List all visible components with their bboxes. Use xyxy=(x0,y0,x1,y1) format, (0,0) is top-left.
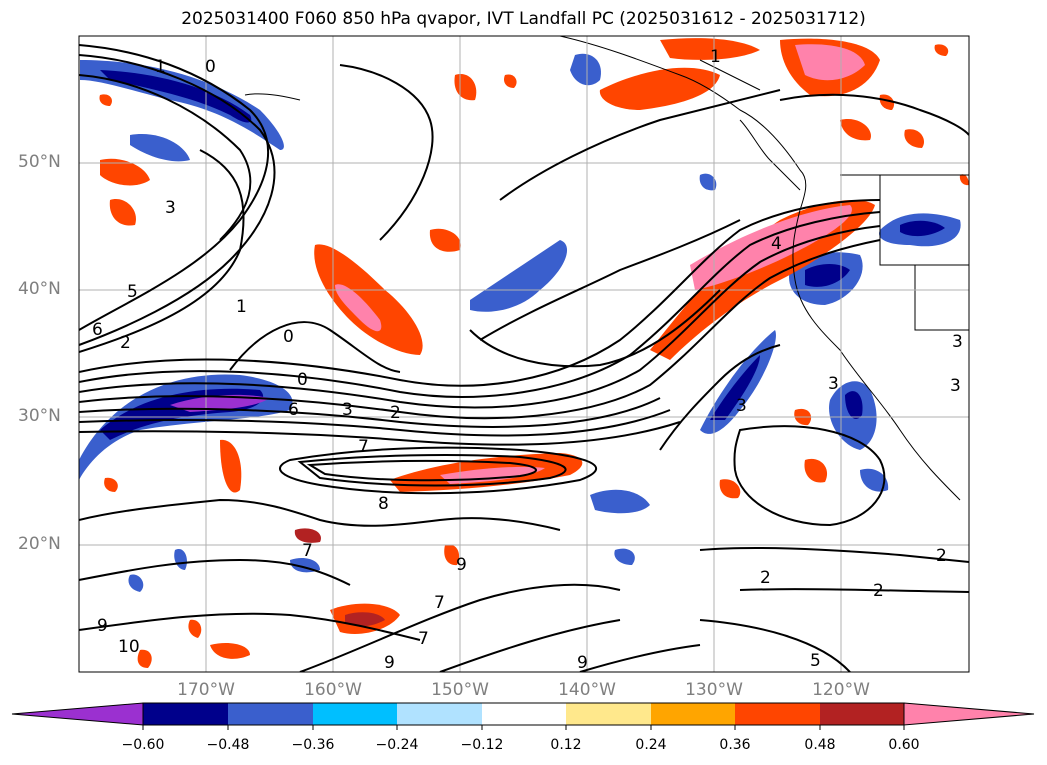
colorbar-extend-low xyxy=(11,702,144,726)
lat-label: 30°N xyxy=(18,406,61,426)
colorbar-swatch xyxy=(735,703,820,725)
contour-label: 6 xyxy=(92,320,103,340)
contour-label: 3 xyxy=(952,332,963,352)
contour-label: 1 xyxy=(710,47,721,67)
colorbar-swatch xyxy=(820,703,904,725)
contour-label: 5 xyxy=(127,282,138,302)
colorbar-tick-label: −0.60 xyxy=(121,737,165,753)
lon-label: 160°W xyxy=(304,680,362,700)
lon-label: 170°W xyxy=(177,680,235,700)
gridlines xyxy=(79,36,969,672)
contour-labels: 1 0 3 5 1 6 2 0 0 6 3 2 7 8 7 9 10 7 7 9… xyxy=(92,47,963,673)
contour-label: 2 xyxy=(873,581,884,601)
colorbar-swatch xyxy=(651,703,735,725)
positive-anomaly-fill xyxy=(99,38,969,668)
contour-label: 4 xyxy=(771,234,782,254)
contour-label: 8 xyxy=(378,494,389,514)
colorbar-swatch xyxy=(397,703,482,725)
colorbar-swatch xyxy=(482,703,566,725)
lon-label: 130°W xyxy=(685,680,743,700)
contour-label: 7 xyxy=(434,593,445,613)
contour-label: 2 xyxy=(120,333,131,353)
contour-label: 2 xyxy=(936,546,947,566)
contour-label: 6 xyxy=(288,400,299,420)
coastlines xyxy=(244,36,969,501)
contour-label: 3 xyxy=(828,374,839,394)
colorbar-tick-label: −0.48 xyxy=(206,737,250,753)
contour-label: 0 xyxy=(283,327,294,347)
contour-label: 9 xyxy=(456,555,467,575)
colorbar-tick-label: 0.24 xyxy=(635,737,667,753)
lon-label: 140°W xyxy=(558,680,616,700)
ivt-contours xyxy=(79,44,969,672)
lon-label: 120°W xyxy=(812,680,870,700)
contour-label: 7 xyxy=(418,629,429,649)
contour-label: 3 xyxy=(165,198,176,218)
contour-label: 5 xyxy=(810,651,821,671)
contour-label: 1 xyxy=(155,57,166,77)
contour-label: 3 xyxy=(950,376,961,396)
contour-label: 9 xyxy=(577,653,588,673)
lat-label: 20°N xyxy=(18,534,61,554)
colorbar-swatch xyxy=(313,703,397,725)
colorbar-swatch xyxy=(566,703,651,725)
lon-label: 150°W xyxy=(431,680,489,700)
contour-label: 7 xyxy=(358,437,369,457)
colorbar xyxy=(11,702,1035,730)
contour-label: 10 xyxy=(118,637,140,657)
contour-label: 0 xyxy=(297,370,308,390)
figure-title: 2025031400 F060 850 hPa qvapor, IVT Land… xyxy=(181,9,866,29)
contour-label: 1 xyxy=(236,297,247,317)
contour-label: 9 xyxy=(384,653,395,673)
colorbar-tick-label: 0.36 xyxy=(719,737,751,753)
contour-label: 0 xyxy=(205,57,216,77)
colorbar-extend-high xyxy=(903,702,1035,726)
lat-label: 50°N xyxy=(18,152,61,172)
contour-label: 3 xyxy=(736,396,747,416)
map-area: 1 0 3 5 1 6 2 0 0 6 3 2 7 8 7 9 10 7 7 9… xyxy=(79,36,969,673)
contour-label: 9 xyxy=(97,616,108,636)
contour-label: 7 xyxy=(302,541,313,561)
colorbar-tick-label: 0.12 xyxy=(550,737,582,753)
contour-label: 2 xyxy=(760,568,771,588)
colorbar-swatch xyxy=(228,703,313,725)
colorbar-swatch xyxy=(143,703,228,725)
map-frame xyxy=(78,35,970,673)
contour-label: 3 xyxy=(342,400,353,420)
colorbar-tick-label: −0.36 xyxy=(291,737,335,753)
colorbar-tick-label: −0.24 xyxy=(375,737,419,753)
colorbar-tick-label: 0.48 xyxy=(804,737,836,753)
contour-label: 2 xyxy=(390,403,401,423)
lat-label: 40°N xyxy=(18,279,61,299)
colorbar-tick-label: −0.12 xyxy=(460,737,504,753)
colorbar-tick-label: 0.60 xyxy=(888,737,920,753)
